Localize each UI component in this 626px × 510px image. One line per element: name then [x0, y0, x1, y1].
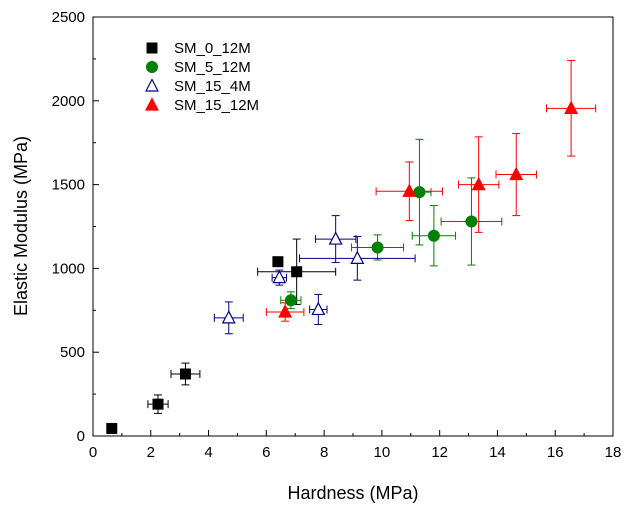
data-point: [564, 100, 579, 114]
data-point: [328, 231, 343, 245]
y-tick-label: 1500: [52, 177, 85, 194]
x-tick-label: 16: [547, 444, 564, 461]
y-tick-label: 1000: [52, 260, 85, 277]
data-point: [284, 294, 297, 307]
data-point: [106, 422, 118, 434]
data-point: [371, 241, 384, 254]
legend-label: SM_15_4M: [174, 78, 251, 95]
data-point: [465, 215, 478, 228]
data-point: [272, 256, 284, 268]
data-point: [402, 183, 417, 197]
legend-label: SM_0_12M: [174, 40, 251, 57]
x-tick-label: 0: [89, 444, 97, 461]
data-point: [152, 398, 164, 410]
data-point: [471, 176, 486, 191]
y-tick-label: 0: [77, 428, 85, 445]
x-tick-label: 12: [431, 444, 448, 461]
legend-marker: [146, 61, 158, 73]
legend-label: SM_5_12M: [174, 59, 251, 76]
legend-label: SM_15_12M: [174, 97, 259, 114]
y-axis-title: Elastic Modulus (MPa): [11, 136, 31, 316]
legend-marker: [145, 78, 159, 92]
x-tick-label: 10: [374, 444, 391, 461]
x-axis-title: Hardness (MPa): [287, 483, 418, 503]
legend: SM_0_12M SM_5_12M SM_15_4M SM_15_12M: [145, 40, 259, 114]
data-point: [221, 310, 236, 324]
data-point: [311, 301, 326, 316]
x-tick-label: 6: [262, 444, 270, 461]
y-tick-label: 2500: [52, 9, 85, 26]
legend-marker: [145, 97, 159, 111]
x-tick-label: 4: [204, 444, 212, 461]
data-point: [278, 304, 293, 318]
data-point: [179, 368, 191, 380]
data-point: [509, 166, 524, 181]
data-point: [350, 250, 365, 264]
data-point: [272, 269, 287, 284]
data-point: [291, 266, 303, 278]
data-markers: [106, 100, 579, 434]
x-tick-label: 8: [320, 444, 328, 461]
x-tick-label: 2: [147, 444, 155, 461]
data-point: [427, 229, 440, 242]
axis-ticks: 0 2 4 6 8 10 12 14 16 18 0 500 1000 1500 2000 2500: [52, 9, 622, 461]
y-tick-label: 500: [60, 344, 85, 361]
x-tick-label: 14: [489, 444, 506, 461]
x-tick-label: 18: [605, 444, 622, 461]
data-point: [413, 186, 426, 199]
legend-marker: [146, 42, 158, 54]
y-tick-label: 2000: [52, 93, 85, 110]
